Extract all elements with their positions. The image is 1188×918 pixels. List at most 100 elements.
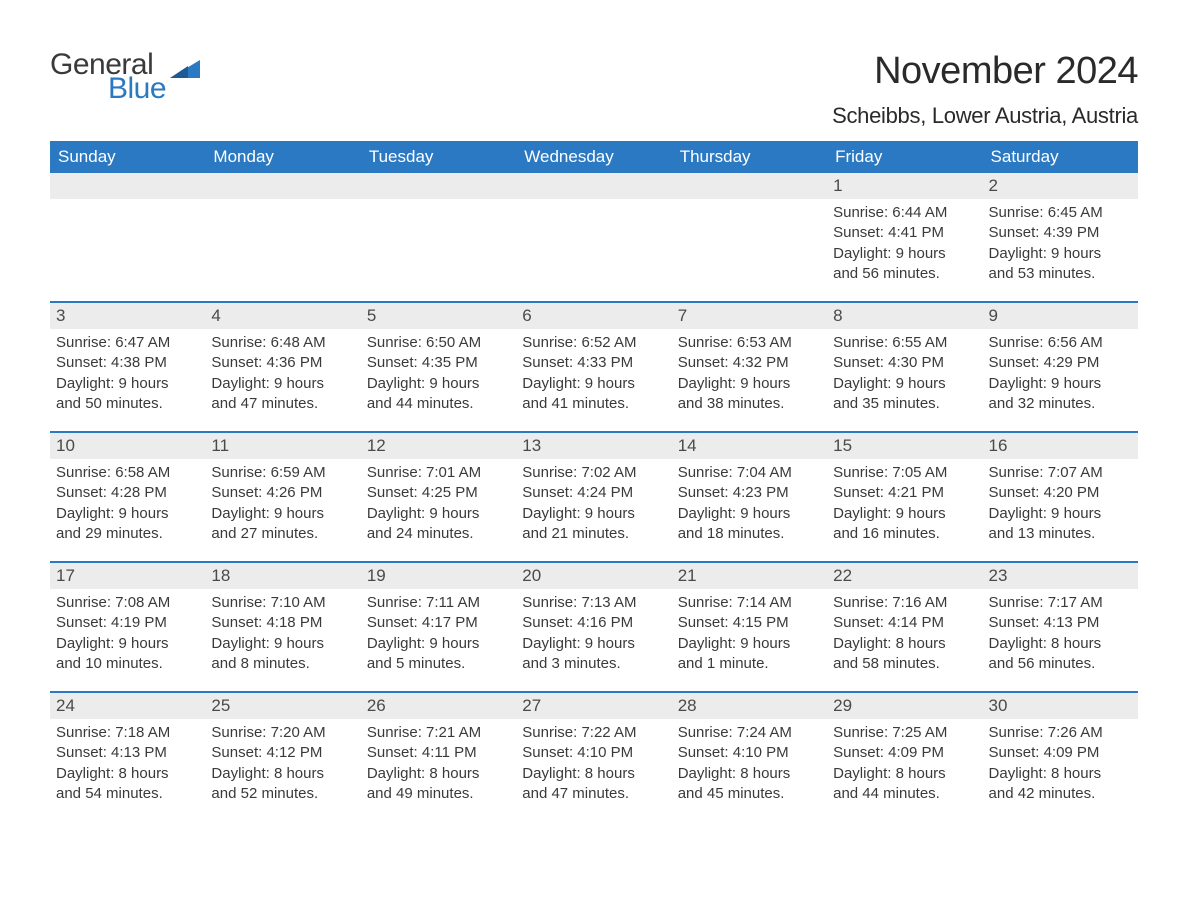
- calendar-day: [516, 173, 671, 301]
- day-dl2: and 44 minutes.: [833, 784, 976, 804]
- day-dl1: Daylight: 9 hours: [989, 244, 1132, 264]
- day-number: 1: [827, 173, 982, 199]
- day-dl1: Daylight: 9 hours: [211, 634, 354, 654]
- day-sunset: Sunset: 4:14 PM: [833, 613, 976, 633]
- day-sunset: Sunset: 4:13 PM: [989, 613, 1132, 633]
- calendar-day: 1Sunrise: 6:44 AMSunset: 4:41 PMDaylight…: [827, 173, 982, 301]
- day-sunrise: Sunrise: 6:59 AM: [211, 463, 354, 483]
- day-sunset: Sunset: 4:25 PM: [367, 483, 510, 503]
- day-sunrise: Sunrise: 7:16 AM: [833, 593, 976, 613]
- day-dl2: and 10 minutes.: [56, 654, 199, 674]
- calendar-day: 3Sunrise: 6:47 AMSunset: 4:38 PMDaylight…: [50, 303, 205, 431]
- day-number: [205, 173, 360, 199]
- day-number: 19: [361, 563, 516, 589]
- day-dl1: Daylight: 9 hours: [367, 504, 510, 524]
- day-sunset: Sunset: 4:12 PM: [211, 743, 354, 763]
- day-dl2: and 38 minutes.: [678, 394, 821, 414]
- day-details: Sunrise: 7:16 AMSunset: 4:14 PMDaylight:…: [827, 589, 982, 674]
- day-number: 3: [50, 303, 205, 329]
- day-sunset: Sunset: 4:29 PM: [989, 353, 1132, 373]
- day-number: [516, 173, 671, 199]
- weeks-container: 1Sunrise: 6:44 AMSunset: 4:41 PMDaylight…: [50, 173, 1138, 821]
- weekday-monday: Monday: [205, 141, 360, 173]
- day-number: 23: [983, 563, 1138, 589]
- logo: General Blue: [50, 50, 200, 104]
- day-sunrise: Sunrise: 7:17 AM: [989, 593, 1132, 613]
- calendar-day: 6Sunrise: 6:52 AMSunset: 4:33 PMDaylight…: [516, 303, 671, 431]
- day-number: 29: [827, 693, 982, 719]
- day-dl1: Daylight: 9 hours: [678, 634, 821, 654]
- day-details: Sunrise: 7:05 AMSunset: 4:21 PMDaylight:…: [827, 459, 982, 544]
- day-sunset: Sunset: 4:20 PM: [989, 483, 1132, 503]
- day-sunrise: Sunrise: 6:44 AM: [833, 203, 976, 223]
- day-number: 8: [827, 303, 982, 329]
- calendar-day: [205, 173, 360, 301]
- day-number: 30: [983, 693, 1138, 719]
- calendar-day: 5Sunrise: 6:50 AMSunset: 4:35 PMDaylight…: [361, 303, 516, 431]
- calendar-day: 25Sunrise: 7:20 AMSunset: 4:12 PMDayligh…: [205, 693, 360, 821]
- day-sunrise: Sunrise: 7:18 AM: [56, 723, 199, 743]
- day-sunset: Sunset: 4:18 PM: [211, 613, 354, 633]
- day-details: Sunrise: 7:01 AMSunset: 4:25 PMDaylight:…: [361, 459, 516, 544]
- day-number: [361, 173, 516, 199]
- day-dl2: and 56 minutes.: [989, 654, 1132, 674]
- calendar-day: 19Sunrise: 7:11 AMSunset: 4:17 PMDayligh…: [361, 563, 516, 691]
- weekday-saturday: Saturday: [983, 141, 1138, 173]
- day-dl2: and 8 minutes.: [211, 654, 354, 674]
- calendar-day: 8Sunrise: 6:55 AMSunset: 4:30 PMDaylight…: [827, 303, 982, 431]
- calendar-day: 22Sunrise: 7:16 AMSunset: 4:14 PMDayligh…: [827, 563, 982, 691]
- day-number: 20: [516, 563, 671, 589]
- day-dl1: Daylight: 9 hours: [211, 374, 354, 394]
- calendar-day: 30Sunrise: 7:26 AMSunset: 4:09 PMDayligh…: [983, 693, 1138, 821]
- day-dl1: Daylight: 9 hours: [56, 504, 199, 524]
- logo-text: General Blue: [50, 50, 166, 104]
- day-sunrise: Sunrise: 6:56 AM: [989, 333, 1132, 353]
- day-dl1: Daylight: 8 hours: [522, 764, 665, 784]
- day-sunset: Sunset: 4:15 PM: [678, 613, 821, 633]
- day-dl2: and 53 minutes.: [989, 264, 1132, 284]
- day-number: 28: [672, 693, 827, 719]
- day-number: 12: [361, 433, 516, 459]
- day-sunrise: Sunrise: 7:21 AM: [367, 723, 510, 743]
- day-dl1: Daylight: 8 hours: [989, 634, 1132, 654]
- day-details: Sunrise: 7:10 AMSunset: 4:18 PMDaylight:…: [205, 589, 360, 674]
- day-number: 17: [50, 563, 205, 589]
- day-number: 14: [672, 433, 827, 459]
- page-header: General Blue November 2024 Scheibbs, Low…: [50, 50, 1138, 129]
- calendar-day: 11Sunrise: 6:59 AMSunset: 4:26 PMDayligh…: [205, 433, 360, 561]
- day-sunset: Sunset: 4:11 PM: [367, 743, 510, 763]
- day-sunset: Sunset: 4:10 PM: [678, 743, 821, 763]
- calendar-day: 27Sunrise: 7:22 AMSunset: 4:10 PMDayligh…: [516, 693, 671, 821]
- calendar-day: 28Sunrise: 7:24 AMSunset: 4:10 PMDayligh…: [672, 693, 827, 821]
- calendar-day: 18Sunrise: 7:10 AMSunset: 4:18 PMDayligh…: [205, 563, 360, 691]
- day-details: Sunrise: 6:50 AMSunset: 4:35 PMDaylight:…: [361, 329, 516, 414]
- day-sunrise: Sunrise: 7:26 AM: [989, 723, 1132, 743]
- day-sunset: Sunset: 4:30 PM: [833, 353, 976, 373]
- calendar-week: 24Sunrise: 7:18 AMSunset: 4:13 PMDayligh…: [50, 691, 1138, 821]
- day-dl2: and 52 minutes.: [211, 784, 354, 804]
- day-sunset: Sunset: 4:17 PM: [367, 613, 510, 633]
- day-dl2: and 27 minutes.: [211, 524, 354, 544]
- calendar-week: 1Sunrise: 6:44 AMSunset: 4:41 PMDaylight…: [50, 173, 1138, 301]
- day-dl1: Daylight: 9 hours: [989, 374, 1132, 394]
- calendar-day: 10Sunrise: 6:58 AMSunset: 4:28 PMDayligh…: [50, 433, 205, 561]
- calendar-week: 17Sunrise: 7:08 AMSunset: 4:19 PMDayligh…: [50, 561, 1138, 691]
- day-sunrise: Sunrise: 6:55 AM: [833, 333, 976, 353]
- day-dl2: and 42 minutes.: [989, 784, 1132, 804]
- day-details: Sunrise: 6:45 AMSunset: 4:39 PMDaylight:…: [983, 199, 1138, 284]
- day-dl2: and 24 minutes.: [367, 524, 510, 544]
- day-details: Sunrise: 6:55 AMSunset: 4:30 PMDaylight:…: [827, 329, 982, 414]
- calendar-week: 3Sunrise: 6:47 AMSunset: 4:38 PMDaylight…: [50, 301, 1138, 431]
- day-sunset: Sunset: 4:33 PM: [522, 353, 665, 373]
- day-dl1: Daylight: 9 hours: [211, 504, 354, 524]
- weekday-sunday: Sunday: [50, 141, 205, 173]
- day-sunset: Sunset: 4:10 PM: [522, 743, 665, 763]
- title-block: November 2024 Scheibbs, Lower Austria, A…: [832, 50, 1138, 129]
- location-label: Scheibbs, Lower Austria, Austria: [832, 103, 1138, 129]
- calendar-day: 16Sunrise: 7:07 AMSunset: 4:20 PMDayligh…: [983, 433, 1138, 561]
- day-dl1: Daylight: 9 hours: [833, 244, 976, 264]
- day-details: Sunrise: 6:59 AMSunset: 4:26 PMDaylight:…: [205, 459, 360, 544]
- logo-triangle-icon: [170, 56, 200, 78]
- day-details: Sunrise: 6:52 AMSunset: 4:33 PMDaylight:…: [516, 329, 671, 414]
- day-sunrise: Sunrise: 7:20 AM: [211, 723, 354, 743]
